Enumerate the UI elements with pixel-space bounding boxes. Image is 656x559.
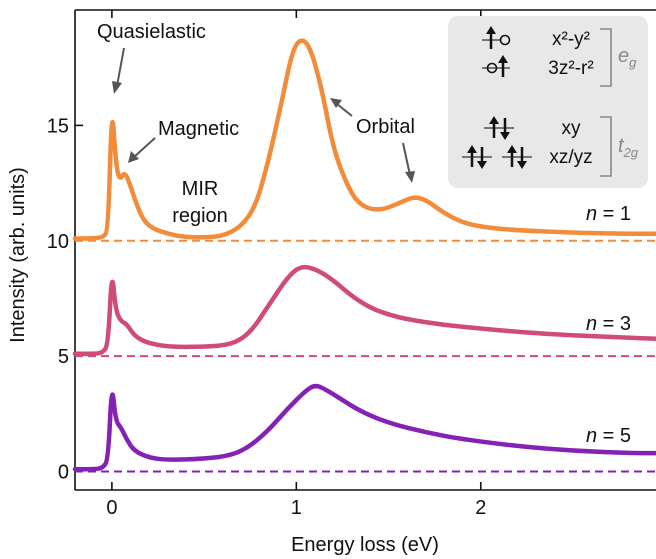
y-axis-title: Intensity (arb. units) xyxy=(7,167,29,343)
y-tick-label: 0 xyxy=(58,462,69,484)
axis-ticks: 0 1 2 0 5 10 15 xyxy=(47,10,486,519)
arrowhead-orbital-2 xyxy=(405,171,415,183)
eg-bracket xyxy=(600,28,612,87)
annotation-mir: MIR xyxy=(182,178,219,200)
t2g-bracket xyxy=(600,116,612,177)
arrowhead-magnetic xyxy=(128,151,139,163)
series-lines xyxy=(72,38,656,472)
x-tick-label: 1 xyxy=(291,497,302,519)
orbital-label-xzyz: xz/yz xyxy=(549,147,592,168)
y-tick-label: 10 xyxy=(47,231,69,253)
series-line-2 xyxy=(72,264,656,357)
baselines xyxy=(75,239,656,473)
t2g-yz-level xyxy=(502,145,532,169)
annotation-region: region xyxy=(172,205,228,227)
x-tick-label: 2 xyxy=(475,497,486,519)
series-label-n3: n = 3 xyxy=(586,313,631,335)
arrow-orbital-2 xyxy=(402,142,411,176)
orbital-inset: x²-y² 3z²-r² xy xz/yz eg t2g xyxy=(448,16,648,188)
arrow-quasielastic xyxy=(116,47,125,87)
inset-background xyxy=(448,16,648,188)
orbital-label-xy: xy xyxy=(562,118,582,139)
orbital-label-3z2r2: 3z²-r² xyxy=(548,58,593,79)
series-line-1 xyxy=(72,38,656,241)
arrow-magnetic xyxy=(133,137,156,158)
plot-frame xyxy=(74,9,656,491)
arrow-orbital-1 xyxy=(336,103,353,117)
annotation-orbital: Orbital xyxy=(356,116,415,138)
t2g-xz-level xyxy=(462,145,492,169)
eg-x2y2-level xyxy=(482,26,511,49)
eg-3z2r2-level xyxy=(482,55,510,77)
eg-label: eg xyxy=(618,45,637,70)
t2g-label: t2g xyxy=(618,135,639,160)
series-line-3 xyxy=(72,383,656,472)
arrowhead-orbital-1 xyxy=(330,98,342,108)
series-labels: n = 1 n = 3 n = 5 xyxy=(586,203,631,447)
annotation-quasielastic: Quasielastic xyxy=(97,21,206,43)
series-label-n1: n = 1 xyxy=(586,203,631,225)
arrowhead-quasielastic xyxy=(112,81,122,94)
x-axis-title: Energy loss (eV) xyxy=(291,534,439,556)
t2g-xy-level xyxy=(484,116,514,140)
annotations: Quasielastic Magnetic MIR region Orbital xyxy=(97,21,415,227)
y-tick-label: 15 xyxy=(47,115,69,137)
annotation-magnetic: Magnetic xyxy=(158,118,239,140)
orbital-label-x2y2: x²-y² xyxy=(552,29,590,50)
y-tick-label: 5 xyxy=(58,346,69,368)
x-tick-label: 0 xyxy=(106,497,117,519)
series-label-n5: n = 5 xyxy=(586,425,631,447)
